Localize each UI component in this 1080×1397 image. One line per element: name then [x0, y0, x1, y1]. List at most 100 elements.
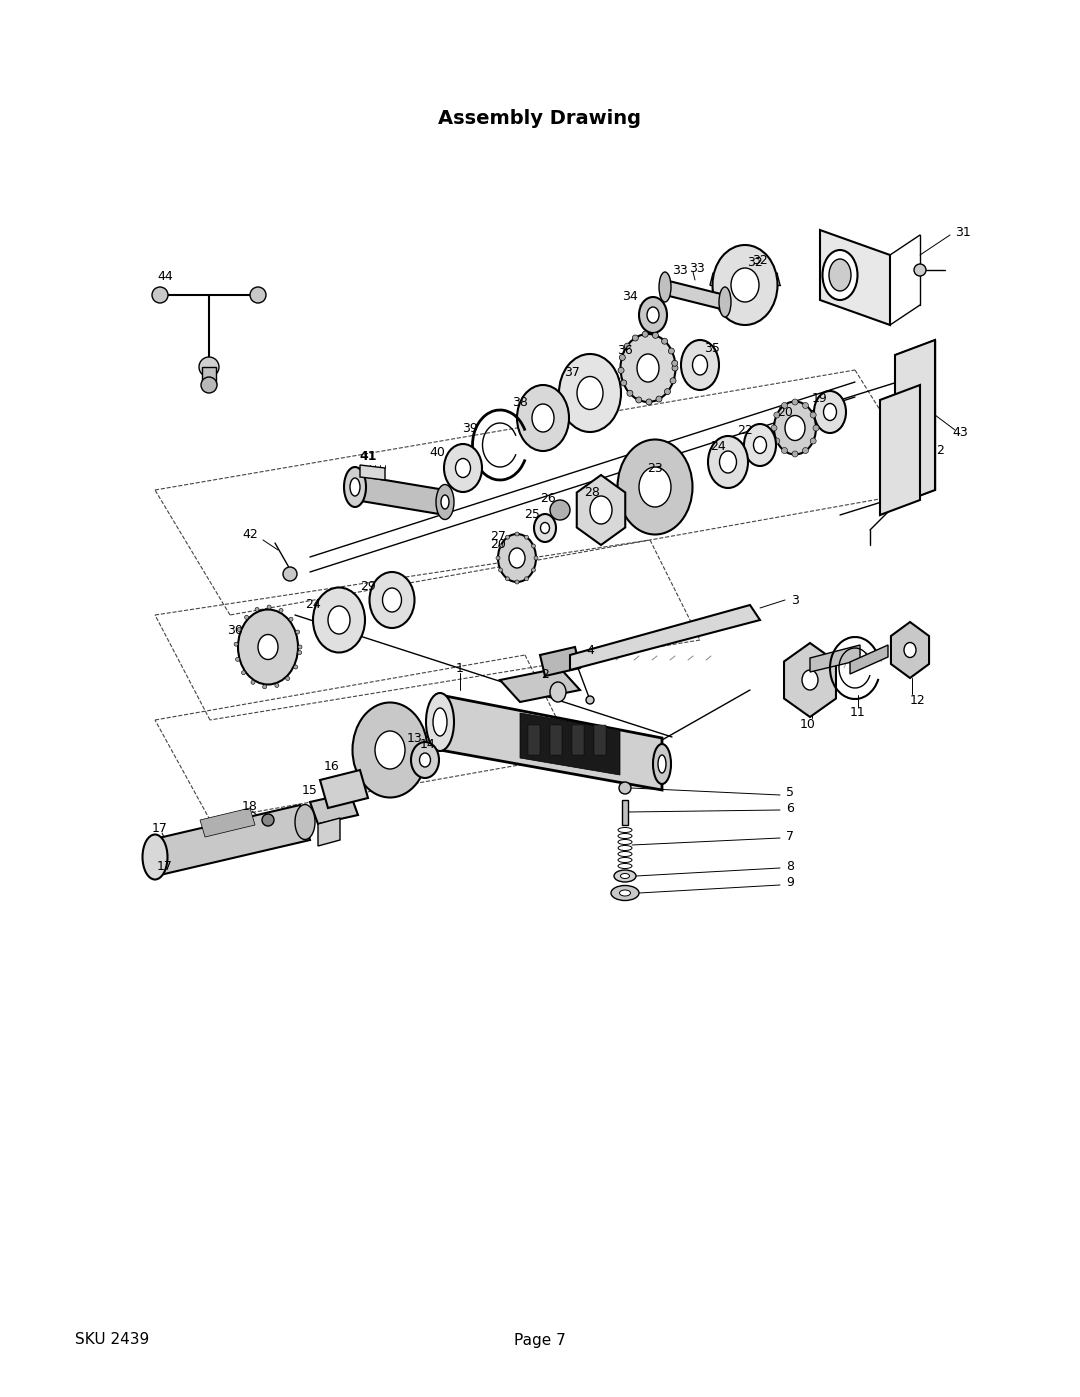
Polygon shape [540, 647, 580, 676]
Text: 32: 32 [747, 256, 762, 268]
Ellipse shape [375, 731, 405, 768]
Circle shape [670, 377, 676, 384]
Text: 39: 39 [462, 422, 477, 434]
Circle shape [672, 365, 678, 372]
Circle shape [621, 380, 626, 386]
Text: 36: 36 [617, 344, 633, 356]
Ellipse shape [532, 404, 554, 432]
Circle shape [782, 402, 787, 408]
Polygon shape [850, 645, 888, 673]
Circle shape [802, 402, 809, 408]
Text: Page 7: Page 7 [514, 1333, 566, 1348]
Polygon shape [318, 819, 340, 847]
Circle shape [283, 567, 297, 581]
Text: 22: 22 [738, 423, 753, 436]
Text: 3: 3 [791, 594, 799, 606]
Ellipse shape [719, 286, 731, 317]
Circle shape [296, 630, 299, 634]
Ellipse shape [328, 606, 350, 634]
Ellipse shape [590, 496, 612, 524]
Text: SKU 2439: SKU 2439 [75, 1333, 149, 1348]
Text: 25: 25 [524, 507, 540, 521]
Ellipse shape [639, 467, 671, 507]
Text: 33: 33 [672, 264, 688, 277]
Ellipse shape [802, 671, 818, 690]
Ellipse shape [823, 250, 858, 300]
Ellipse shape [382, 588, 402, 612]
Circle shape [643, 331, 648, 337]
Text: 43: 43 [953, 426, 968, 439]
Ellipse shape [550, 682, 566, 703]
Text: 33: 33 [689, 261, 705, 274]
Text: Assembly Drawing: Assembly Drawing [438, 109, 642, 127]
Circle shape [662, 338, 667, 344]
Ellipse shape [411, 742, 438, 778]
Circle shape [515, 532, 519, 536]
Ellipse shape [350, 478, 360, 496]
Circle shape [234, 643, 238, 647]
Text: 24: 24 [306, 598, 321, 612]
Ellipse shape [814, 391, 846, 433]
Ellipse shape [238, 609, 298, 685]
Text: 26: 26 [540, 492, 556, 504]
Circle shape [199, 358, 219, 377]
Circle shape [505, 535, 510, 539]
Ellipse shape [681, 339, 719, 390]
Text: 37: 37 [564, 366, 580, 379]
Polygon shape [665, 279, 725, 310]
Text: 6: 6 [786, 802, 794, 814]
Text: 18: 18 [242, 800, 258, 813]
Text: 30: 30 [227, 623, 243, 637]
Text: 29: 29 [360, 580, 376, 592]
Circle shape [499, 569, 502, 571]
Ellipse shape [647, 307, 659, 323]
Ellipse shape [345, 467, 366, 507]
Circle shape [664, 388, 671, 394]
Ellipse shape [143, 834, 167, 880]
Text: 23: 23 [647, 461, 663, 475]
Circle shape [262, 814, 274, 826]
Polygon shape [880, 386, 920, 515]
Ellipse shape [369, 571, 415, 629]
Polygon shape [510, 541, 534, 555]
Circle shape [289, 617, 293, 622]
Circle shape [792, 400, 798, 405]
Text: 32: 32 [752, 253, 768, 267]
Bar [550, 725, 562, 754]
Circle shape [810, 439, 816, 444]
Text: 27: 27 [490, 531, 505, 543]
Circle shape [152, 286, 168, 303]
Text: 7: 7 [786, 830, 794, 842]
Circle shape [262, 685, 267, 689]
Ellipse shape [620, 890, 631, 895]
Circle shape [792, 451, 798, 457]
Text: 10: 10 [800, 718, 815, 731]
Circle shape [771, 425, 777, 432]
Polygon shape [895, 339, 935, 504]
Text: 4: 4 [586, 644, 594, 657]
Ellipse shape [659, 272, 671, 302]
Ellipse shape [744, 425, 777, 467]
Text: 20: 20 [778, 407, 793, 419]
Circle shape [279, 609, 283, 612]
Polygon shape [360, 465, 384, 481]
Circle shape [802, 447, 809, 454]
Ellipse shape [774, 401, 816, 454]
Text: 34: 34 [622, 289, 638, 303]
Ellipse shape [639, 298, 667, 332]
Bar [622, 800, 627, 826]
Ellipse shape [829, 258, 851, 291]
Polygon shape [440, 694, 662, 789]
Circle shape [914, 264, 926, 277]
Polygon shape [784, 643, 836, 717]
Polygon shape [810, 645, 860, 672]
Text: 17: 17 [157, 861, 173, 873]
Circle shape [626, 390, 633, 397]
Ellipse shape [713, 244, 778, 326]
Circle shape [531, 543, 536, 548]
Circle shape [773, 439, 780, 444]
Text: 28: 28 [584, 486, 599, 499]
Circle shape [782, 447, 787, 454]
Text: 14: 14 [420, 739, 436, 752]
Circle shape [669, 348, 674, 353]
